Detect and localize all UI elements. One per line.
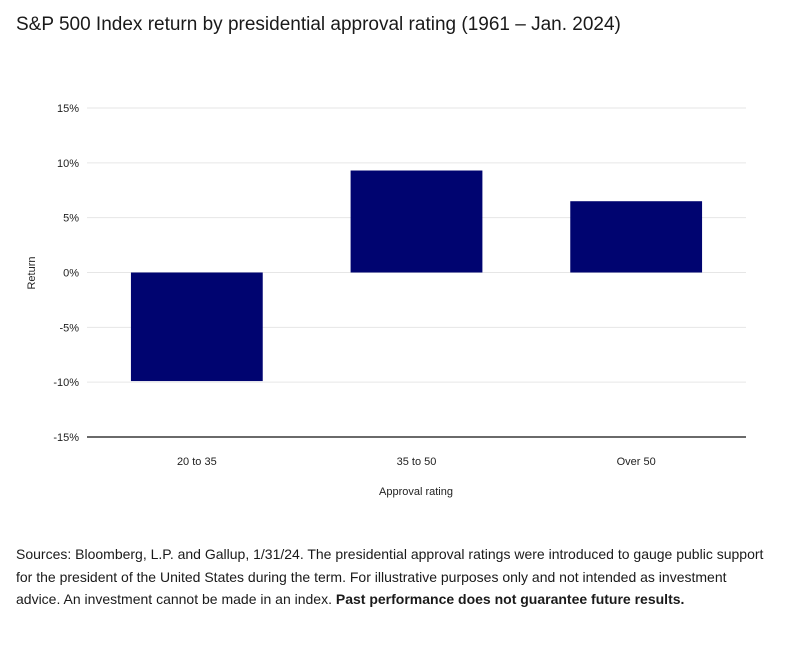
bar-chart: 15% 10% 5% 0% -5% -10% -15% 20 to 35 35 to 50 Ove… [26,103,746,498]
y-tick-label: 15% [57,103,79,115]
disclaimer-text: Past performance does not guarantee futu… [335,591,685,607]
x-tick-label: 20 to 35 [177,456,217,468]
bar-35-to-50 [350,170,483,273]
y-tick-label: 5% [63,213,79,225]
y-tick-label: -15% [53,432,79,444]
y-axis-title: Return [26,256,38,289]
bar-over-50 [570,201,703,273]
chart-title: S&P 500 Index return by presidential app… [16,14,621,35]
axes: 15% 10% 5% 0% -5% -10% -15% 20 to 35 35 to 50 Ove… [53,103,746,468]
bars [130,170,703,382]
x-tick-label: 35 to 50 [397,456,437,468]
x-tick-label: Over 50 [617,456,656,468]
bar-20-to-35 [130,272,263,382]
x-axis-title: Approval rating [379,486,453,498]
source-note: Sources: Bloomberg, L.P. and Gallup, 1/3… [16,543,766,611]
y-tick-label: -5% [59,322,79,334]
y-tick-label: -10% [53,377,79,389]
y-tick-label: 10% [57,158,79,170]
source-text: Sources: Bloomberg, L.P. and Gallup, 1/3… [16,546,764,607]
y-tick-label: 0% [63,268,79,280]
